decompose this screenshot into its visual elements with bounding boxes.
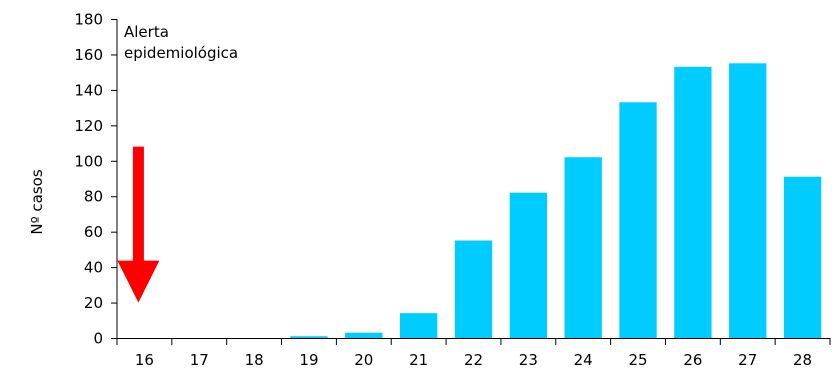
bar-20 [345, 332, 383, 338]
bar-22 [454, 240, 493, 338]
y-axis-label: Nº casos [28, 169, 46, 234]
x-tick-label-17: 17 [190, 351, 209, 368]
axes-group [116, 19, 830, 339]
x-tick-label-22: 22 [464, 351, 483, 368]
y-tick-label-20: 20 [84, 294, 103, 312]
bar-24 [564, 157, 602, 338]
x-tick-label-25: 25 [628, 351, 647, 368]
y-tick-label-0: 0 [93, 330, 103, 348]
x-tick-label-16: 16 [135, 351, 154, 368]
x-tick-label-19: 19 [299, 351, 318, 368]
bar-25 [619, 102, 657, 338]
annotation-line-1: Alerta [124, 23, 169, 41]
x-tick-label-27: 27 [738, 351, 757, 368]
x-tick-label-21: 21 [409, 351, 428, 368]
y-tick-label-160: 160 [74, 46, 103, 64]
x-tick-label-23: 23 [519, 351, 538, 368]
x-tick-label-28: 28 [793, 351, 812, 368]
bars-group [290, 63, 822, 339]
bar-27 [729, 63, 767, 339]
bar-19 [290, 336, 328, 338]
y-tick-label-40: 40 [84, 259, 103, 277]
y-tick-label-140: 140 [74, 81, 103, 99]
y-tick-label-80: 80 [84, 188, 103, 206]
alert-arrow-shape [117, 146, 160, 303]
x-tick-label-26: 26 [683, 351, 702, 368]
x-tick-label-18: 18 [245, 351, 264, 368]
y-ticks-group: 0 20 40 60 80 100 120 140 160 180 [74, 11, 117, 348]
bar-21 [400, 313, 438, 338]
x-tick-label-20: 20 [354, 351, 373, 368]
y-tick-label-60: 60 [84, 223, 103, 241]
bar-26 [674, 66, 712, 338]
x-ticks-group: 16 17 18 19 20 21 22 23 24 25 26 27 28 [116, 338, 831, 369]
y-tick-label-100: 100 [74, 152, 103, 170]
y-tick-label-180: 180 [74, 11, 103, 29]
y-tick-label-120: 120 [74, 117, 103, 135]
x-tick-label-24: 24 [574, 351, 593, 368]
bar-28 [783, 176, 822, 338]
alert-arrow [117, 146, 160, 303]
bar-23 [509, 192, 547, 338]
annotation-line-2: epidemiológica [124, 44, 238, 62]
